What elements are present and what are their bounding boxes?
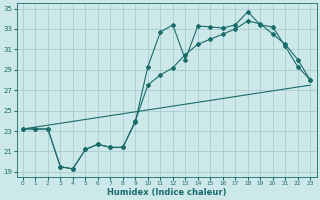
X-axis label: Humidex (Indice chaleur): Humidex (Indice chaleur) xyxy=(107,188,226,197)
